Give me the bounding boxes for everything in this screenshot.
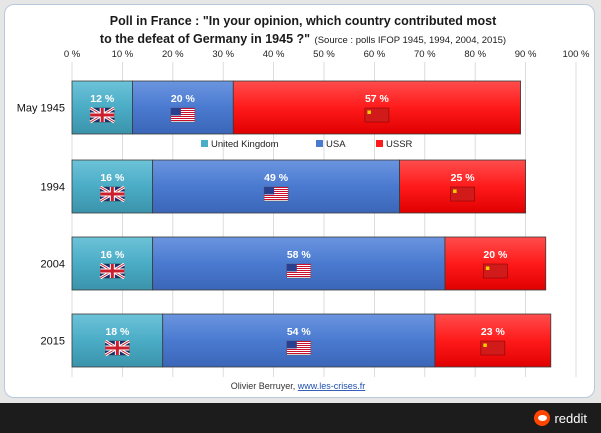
data-label: 57 % <box>365 93 390 105</box>
ussr-flag <box>364 107 390 123</box>
x-tick-label: 80 % <box>464 49 486 60</box>
x-tick-label: 30 % <box>212 49 234 60</box>
category-label: May 1945 <box>17 103 65 115</box>
data-label: 54 % <box>287 326 312 338</box>
ussr-flag <box>480 340 506 356</box>
bar-segment <box>399 159 527 214</box>
bar-segment <box>444 236 547 291</box>
data-label: 20 % <box>483 249 508 261</box>
reddit-alien-icon <box>534 410 551 426</box>
data-label: 18 % <box>105 326 130 338</box>
chart-card: Poll in France : "In your opinion, which… <box>4 4 595 398</box>
bar-segment <box>71 80 133 135</box>
data-label: 23 % <box>481 326 506 338</box>
ussr-flag <box>450 186 475 202</box>
credit-line: Olivier Berruyer, www.les-crises.fr <box>231 381 366 391</box>
credit-author: Olivier Berruyer, <box>231 381 298 391</box>
uk-flag <box>104 339 131 357</box>
chart-source-note: (Source : polls IFOP 1945, 1994, 2004, 2… <box>315 35 507 46</box>
us-flag <box>170 107 196 123</box>
bar-segment <box>434 313 552 368</box>
us-flag <box>286 340 312 356</box>
us-flag <box>286 263 312 279</box>
x-tick-label: 70 % <box>414 49 436 60</box>
x-tick-label: 40 % <box>263 49 285 60</box>
data-label: 16 % <box>100 249 125 261</box>
data-label: 16 % <box>100 172 125 184</box>
data-label: 25 % <box>451 172 476 184</box>
data-label: 20 % <box>171 93 196 105</box>
stacked-bar-chart: Poll in France : "In your opinion, which… <box>17 14 590 391</box>
credit-link: www.les-crises.fr <box>297 381 366 391</box>
bar-segment <box>71 313 164 368</box>
bar-segment <box>132 80 234 135</box>
bar-segment <box>232 80 521 135</box>
legend-swatch <box>316 140 323 147</box>
bar-segment <box>152 159 401 214</box>
x-tick-label: 60 % <box>364 49 386 60</box>
category-label: 2015 <box>41 336 65 348</box>
category-label: 1994 <box>41 182 65 194</box>
data-label: 12 % <box>90 93 115 105</box>
legend-swatch <box>201 140 208 147</box>
data-label: 58 % <box>287 249 312 261</box>
data-label: 49 % <box>264 172 289 184</box>
legend-label: USSR <box>386 139 413 150</box>
bar-segment <box>71 236 154 291</box>
chart-title-line2: to the defeat of Germany in 1945 ?" (Sou… <box>100 30 506 47</box>
bar-segment <box>152 236 446 291</box>
reddit-wordmark: reddit <box>554 410 587 426</box>
x-tick-label: 100 % <box>563 49 590 60</box>
chart-title-line1: Poll in France : "In your opinion, which… <box>110 14 497 28</box>
us-flag <box>263 186 289 202</box>
chart-title-line2-main: to the defeat of Germany in 1945 ?" <box>100 32 310 46</box>
legend-label: United Kingdom <box>211 139 279 150</box>
legend-swatch <box>376 140 383 147</box>
uk-flag <box>89 106 115 124</box>
category-label: 2004 <box>41 259 65 271</box>
ussr-flag <box>483 263 508 279</box>
x-tick-label: 0 % <box>64 49 81 60</box>
x-tick-label: 50 % <box>313 49 335 60</box>
x-tick-label: 10 % <box>112 49 134 60</box>
footer-bar: reddit <box>0 403 601 433</box>
uk-flag <box>99 185 126 203</box>
bars: May 1945 12 % 20 % 57 % 1994 16 % 49 % 25 % 2004… <box>17 80 552 368</box>
x-tick-label: 90 % <box>515 49 537 60</box>
uk-flag <box>99 262 126 280</box>
legend-label: USA <box>326 139 346 150</box>
legend: United Kingdom USA USSR <box>201 139 413 150</box>
x-tick-label: 20 % <box>162 49 184 60</box>
bar-segment <box>71 159 154 214</box>
bar-segment <box>162 313 436 368</box>
x-axis-ticks: 0 % 10 % 20 % 30 % 40 % 50 % 60 % 70 % 80 % 90 % 1… <box>64 49 590 60</box>
reddit-logo[interactable]: reddit <box>534 409 587 427</box>
